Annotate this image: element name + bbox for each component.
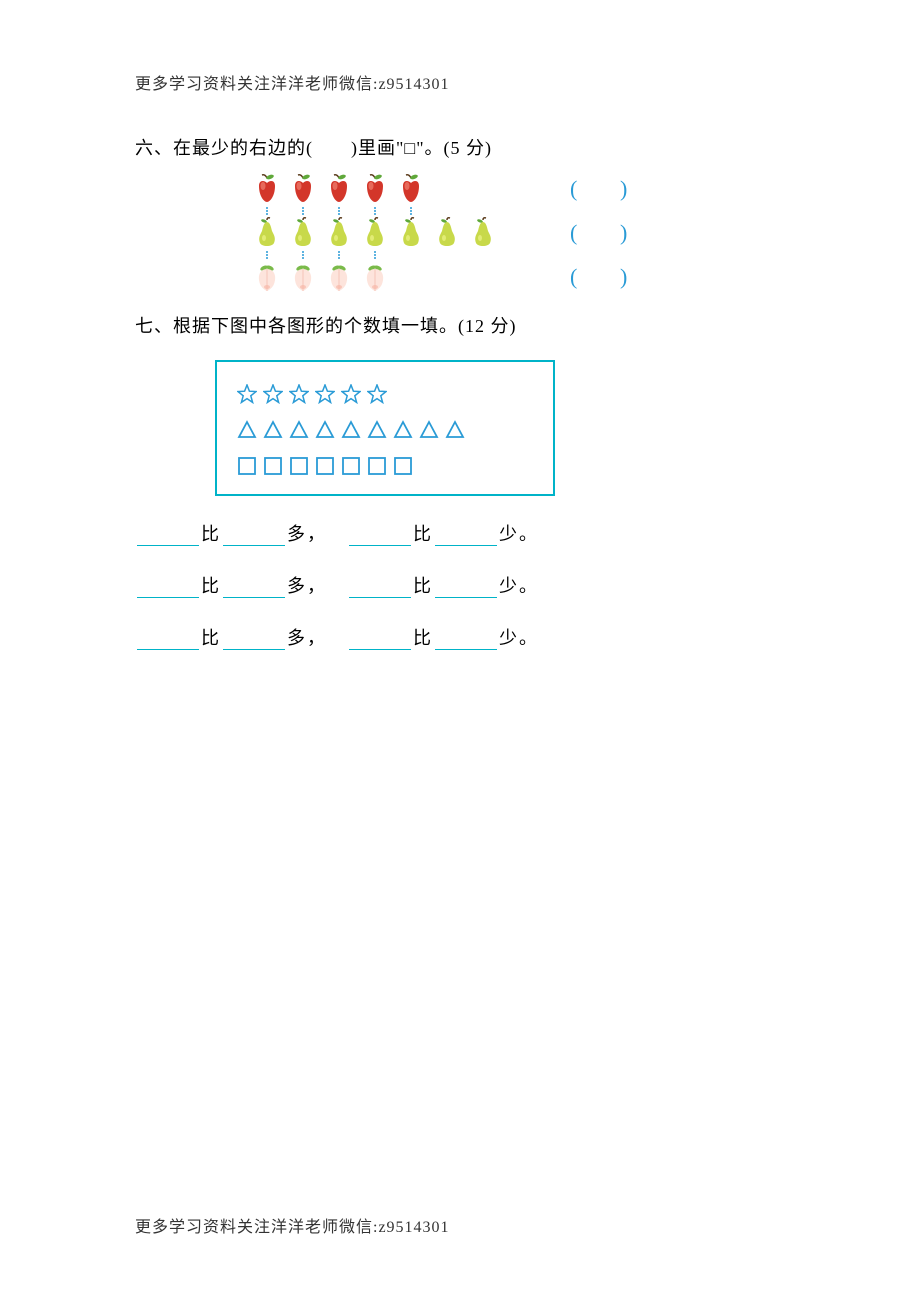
fruit-row-peach: ( ) [250, 260, 790, 294]
fill-lines: 比 多， 比 少。 比 多， 比 少。 比 多， 比 [135, 520, 790, 650]
blank [137, 576, 199, 598]
blank [349, 524, 411, 546]
blank [137, 628, 199, 650]
square-icon [315, 456, 335, 476]
text-bi: 比 [201, 572, 221, 598]
pear-icon [250, 216, 284, 250]
text-bi: 比 [413, 572, 433, 598]
paren-left-2: ( [570, 220, 577, 246]
text-bi: 比 [201, 520, 221, 546]
peach-icon [358, 260, 392, 294]
star-icon [341, 384, 361, 404]
square-icon [341, 456, 361, 476]
triangle-icon [445, 420, 465, 440]
fill-line-2: 比 多， 比 少。 [135, 572, 790, 598]
triangle-icon [393, 420, 413, 440]
align-dots-icon [358, 206, 392, 216]
text-shao: 少。 [499, 520, 539, 546]
blank [349, 628, 411, 650]
pear-icon [286, 216, 320, 250]
triangle-icon [315, 420, 335, 440]
align-dots-icon [322, 206, 356, 216]
pear-icon [430, 216, 464, 250]
align-dots-icon [322, 250, 356, 260]
peach-icon [286, 260, 320, 294]
paren-right-1: ) [620, 176, 627, 202]
triangle-icon [367, 420, 387, 440]
square-icon [263, 456, 283, 476]
star-icon [289, 384, 309, 404]
fill-line-1: 比 多， 比 少。 [135, 520, 790, 546]
star-icon [263, 384, 283, 404]
peach-icon [322, 260, 356, 294]
star-icon [237, 384, 257, 404]
triangle-icon [341, 420, 361, 440]
q6-title: 六、在最少的右边的( )里画"□"。(5 分) [135, 134, 790, 160]
square-icon [237, 456, 257, 476]
text-duo: 多， [287, 572, 327, 598]
blank [435, 628, 497, 650]
apple-icon [250, 172, 284, 206]
q7-title: 七、根据下图中各图形的个数填一填。(12 分) [135, 312, 790, 338]
apple-icon [358, 172, 392, 206]
text-duo: 多， [287, 520, 327, 546]
triangle-icon [419, 420, 439, 440]
paren-left-1: ( [570, 176, 577, 202]
square-icon [289, 456, 309, 476]
triangle-icon [289, 420, 309, 440]
fruit-row-apple: ( ) [250, 172, 790, 206]
align-dots-icon [394, 206, 428, 216]
triangle-icon [237, 420, 257, 440]
star-icon [367, 384, 387, 404]
blank [223, 576, 285, 598]
align-dots-icon [286, 250, 320, 260]
apple-icon [394, 172, 428, 206]
paren-right-3: ) [620, 264, 627, 290]
fill-line-3: 比 多， 比 少。 [135, 624, 790, 650]
q6-block: ( ) [250, 172, 790, 294]
pear-icon [322, 216, 356, 250]
text-duo: 多， [287, 624, 327, 650]
align-dots-icon [250, 250, 284, 260]
star-row [237, 384, 533, 404]
apple-icon [322, 172, 356, 206]
pear-icon [394, 216, 428, 250]
fruit-row-pear: ( ) [250, 216, 790, 250]
triangle-icon [263, 420, 283, 440]
blank [435, 524, 497, 546]
star-icon [315, 384, 335, 404]
blank [223, 524, 285, 546]
square-row [237, 456, 533, 476]
text-bi: 比 [201, 624, 221, 650]
footer-text: 更多学习资料关注洋洋老师微信:z9514301 [135, 1213, 450, 1237]
text-bi: 比 [413, 624, 433, 650]
align-dots-icon [358, 250, 392, 260]
blank [435, 576, 497, 598]
square-icon [367, 456, 387, 476]
square-icon [393, 456, 413, 476]
q7-shape-box [215, 360, 555, 496]
text-shao: 少。 [499, 572, 539, 598]
align-dots-icon [250, 206, 284, 216]
blank [137, 524, 199, 546]
pear-icon [358, 216, 392, 250]
header-text: 更多学习资料关注洋洋老师微信:z9514301 [135, 70, 790, 94]
text-shao: 少。 [499, 624, 539, 650]
align-dots-icon [286, 206, 320, 216]
text-bi: 比 [413, 520, 433, 546]
blank [349, 576, 411, 598]
pear-icon [466, 216, 500, 250]
triangle-row [237, 420, 533, 440]
blank [223, 628, 285, 650]
apple-icon [286, 172, 320, 206]
paren-right-2: ) [620, 220, 627, 246]
peach-icon [250, 260, 284, 294]
paren-left-3: ( [570, 264, 577, 290]
